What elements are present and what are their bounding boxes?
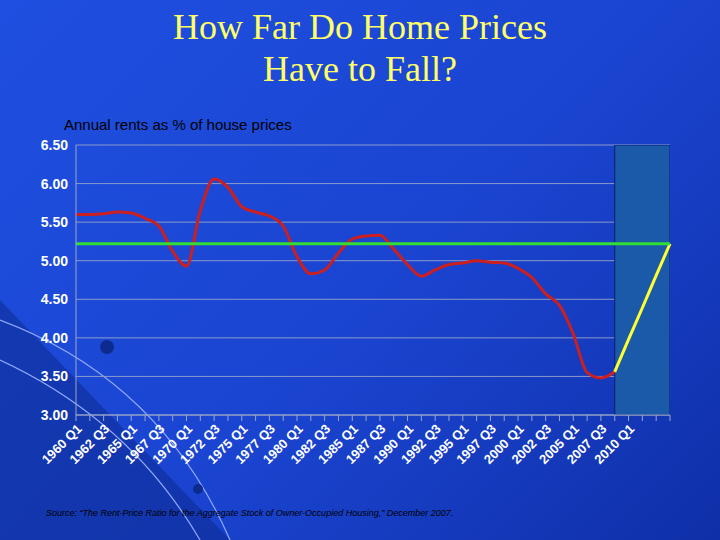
svg-text:2010 Q1: 2010 Q1 — [591, 421, 637, 467]
svg-text:2005 Q1: 2005 Q1 — [536, 421, 582, 467]
svg-text:6.50: 6.50 — [41, 137, 68, 153]
svg-text:5.00: 5.00 — [41, 253, 68, 269]
svg-text:1960 Q1: 1960 Q1 — [38, 421, 85, 467]
svg-text:6.00: 6.00 — [41, 176, 68, 192]
svg-text:2000 Q1: 2000 Q1 — [480, 421, 527, 467]
svg-text:1965 Q1: 1965 Q1 — [94, 421, 140, 467]
html-text:How Far Do Home Prices Have to: How Far Do Home Prices Have to Fall? — [173, 7, 547, 89]
svg-text:1970 Q1: 1970 Q1 — [149, 421, 196, 467]
svg-text:1962 Q3: 1962 Q3 — [66, 421, 113, 467]
svg-text:4.00: 4.00 — [41, 330, 68, 346]
svg-text:1992 Q3: 1992 Q3 — [397, 421, 444, 467]
svg-text:1972 Q3: 1972 Q3 — [176, 421, 223, 467]
svg-text:2007 Q3: 2007 Q3 — [563, 421, 610, 467]
svg-text:1990 Q1: 1990 Q1 — [370, 421, 417, 467]
svg-text:3.50: 3.50 — [41, 368, 68, 384]
svg-text:1980 Q1: 1980 Q1 — [259, 421, 306, 467]
svg-text:1995 Q1: 1995 Q1 — [425, 421, 472, 467]
html-text:Source: “The Rent-Price Ratio: Source: “The Rent-Price Ratio for the Ag… — [46, 508, 454, 518]
svg-text:4.50: 4.50 — [41, 291, 68, 307]
svg-text:1967 Q3: 1967 Q3 — [121, 421, 168, 467]
svg-text:1997 Q3: 1997 Q3 — [453, 421, 500, 467]
svg-text:1982 Q3: 1982 Q3 — [287, 421, 334, 467]
svg-text:2002 Q3: 2002 Q3 — [508, 421, 555, 467]
svg-text:5.50: 5.50 — [41, 214, 68, 230]
svg-text:1987 Q3: 1987 Q3 — [342, 421, 389, 467]
svg-text:1977 Q3: 1977 Q3 — [232, 421, 278, 467]
svg-text:1985 Q1: 1985 Q1 — [315, 421, 361, 467]
html-text:Annual rents as % of house pri: Annual rents as % of house prices — [64, 116, 292, 133]
svg-text:1975 Q1: 1975 Q1 — [204, 421, 251, 467]
svg-text:3.00: 3.00 — [41, 407, 68, 423]
